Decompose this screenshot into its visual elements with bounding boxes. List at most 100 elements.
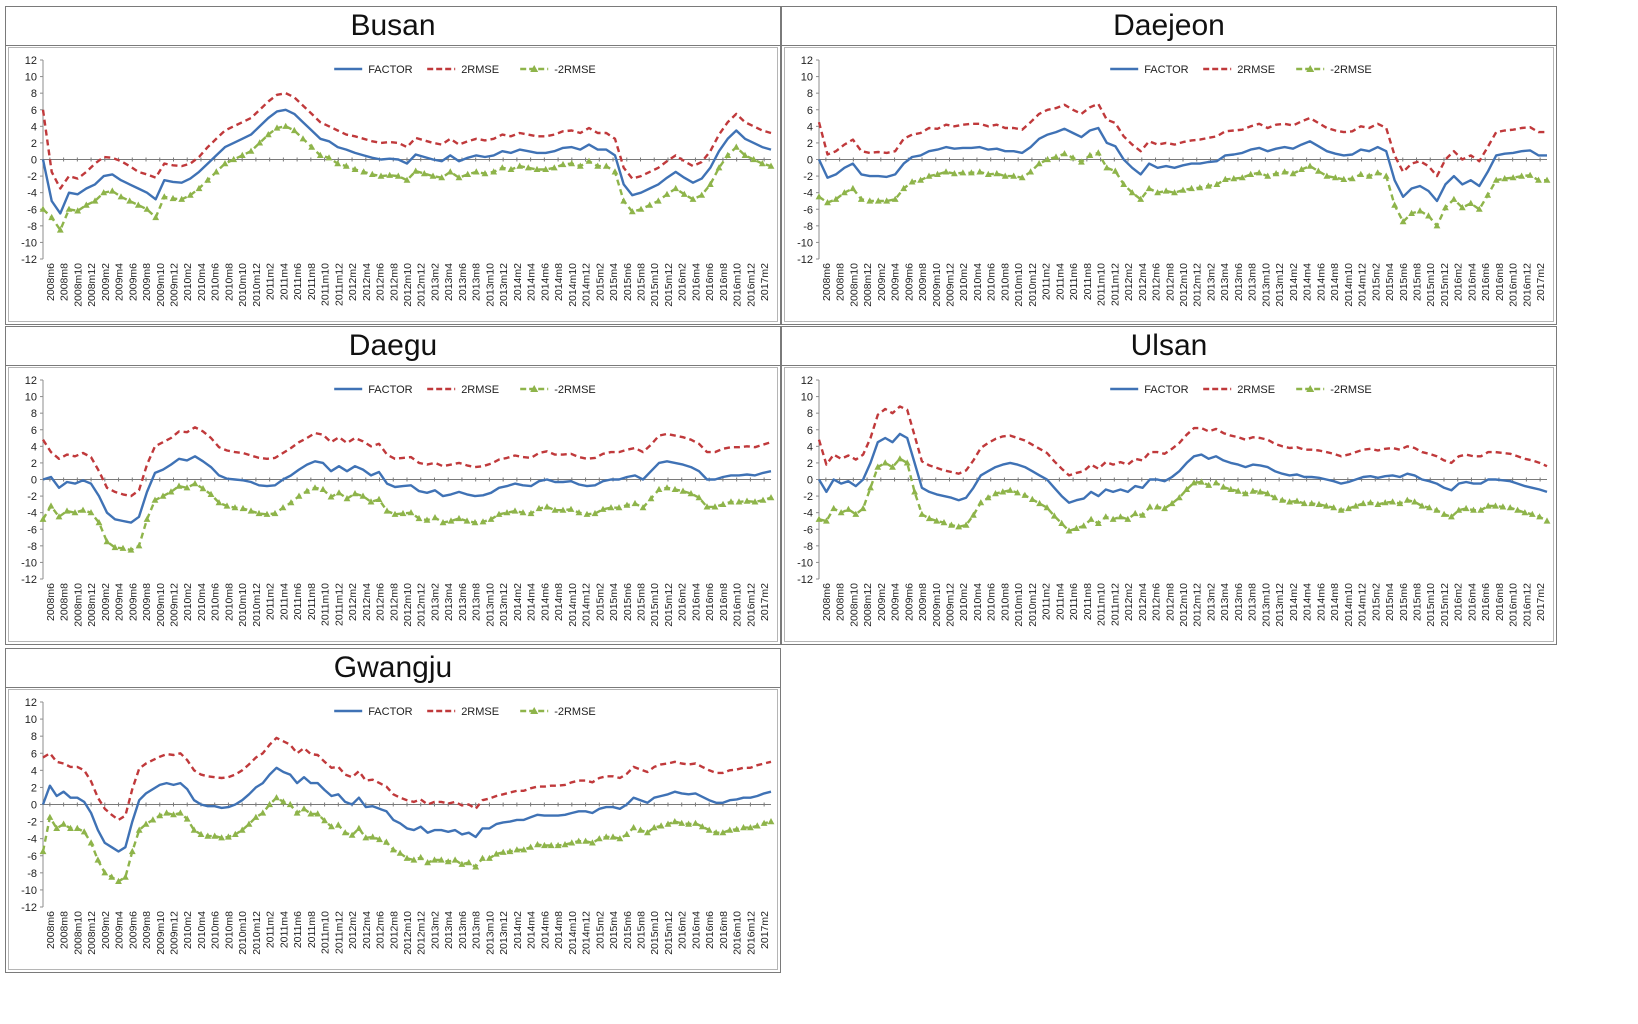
x-tick-label: 2014m12 <box>581 911 593 955</box>
marker-triangle <box>534 841 541 848</box>
x-tick-label: 2008m12 <box>86 583 98 627</box>
marker-triangle <box>1315 167 1322 174</box>
x-tick-label: 2013m12 <box>1274 263 1286 307</box>
marker-triangle <box>79 506 87 513</box>
y-tick-label: 10 <box>801 72 813 84</box>
marker-triangle <box>1205 182 1212 189</box>
x-tick-label: 2016m6 <box>704 911 716 949</box>
x-tick-label: 2009m12 <box>168 583 180 627</box>
x-tick-label: 2011m12 <box>333 911 345 954</box>
legend-label: FACTOR <box>1144 384 1188 396</box>
marker-triangle <box>1528 510 1536 517</box>
legend-label: -2RMSE <box>1330 64 1372 76</box>
x-tick-label: 2016m12 <box>1521 263 1533 307</box>
x-tick-label: 2008m10 <box>72 583 84 627</box>
y-tick-label: 12 <box>25 55 37 67</box>
marker-triangle <box>724 151 732 158</box>
marker-triangle <box>547 841 555 849</box>
x-tick-label: 2009m2 <box>876 583 888 621</box>
marker-triangle <box>993 170 1001 177</box>
marker-triangle <box>359 492 367 499</box>
marker-triangle <box>554 841 562 849</box>
marker-triangle <box>465 859 473 866</box>
marker-triangle <box>1374 169 1382 176</box>
y-tick-label: -4 <box>27 188 37 200</box>
marker-triangle <box>874 197 882 204</box>
x-tick-label: 2013m2 <box>1205 583 1217 621</box>
marker-triangle <box>503 509 511 516</box>
x-tick-label: 2013m10 <box>484 583 496 627</box>
marker-triangle <box>183 484 191 491</box>
marker-triangle <box>628 208 636 215</box>
x-tick-label: 2012m2 <box>1123 263 1135 301</box>
marker-triangle <box>207 490 215 497</box>
chart-area: 12 10 8 6 4 2 0 -2 -4 -6 -8 -10 -12 2008m6 2008m8 2008m… <box>784 47 1554 322</box>
marker-triangle <box>490 168 498 175</box>
series-line-plus <box>41 426 772 498</box>
marker-triangle <box>646 201 654 208</box>
x-tick-label: 2016m4 <box>690 583 702 621</box>
marker-triangle <box>431 514 439 521</box>
marker-triangle <box>1050 512 1058 519</box>
marker-triangle <box>1391 201 1398 208</box>
marker-triangle <box>279 504 287 511</box>
marker-triangle <box>1535 176 1542 183</box>
marker-triangle <box>1467 199 1475 206</box>
marker-triangle <box>559 506 567 513</box>
legend-label: FACTOR <box>368 706 412 718</box>
x-tick-label: 2008m12 <box>86 263 98 307</box>
marker-triangle <box>126 197 134 204</box>
marker-triangle <box>706 180 714 187</box>
marker-triangle <box>151 496 159 503</box>
marker-triangle <box>429 172 437 179</box>
x-tick-label: 2015m6 <box>622 583 634 621</box>
x-tick-label: 2009m8 <box>141 263 153 301</box>
x-tick-label: 2014m2 <box>512 911 524 949</box>
x-tick-label: 2009m8 <box>917 263 929 301</box>
marker-triangle <box>377 172 385 179</box>
marker-triangle <box>191 480 199 487</box>
marker-triangle <box>255 509 263 517</box>
marker-triangle <box>1161 504 1168 512</box>
x-tick-label: 2013m6 <box>457 911 469 949</box>
x-tick-label: 2010m8 <box>223 583 235 621</box>
marker-triangle <box>550 164 558 171</box>
x-tick-label: 2010m10 <box>237 911 249 955</box>
marker-triangle <box>1198 478 1205 485</box>
marker-triangle <box>396 849 404 856</box>
marker-triangle <box>1230 175 1238 182</box>
marker-triangle <box>73 824 81 831</box>
marker-triangle <box>711 503 719 510</box>
marker-triangle <box>238 151 246 158</box>
marker-triangle <box>984 494 992 501</box>
x-tick-label: 2014m10 <box>567 583 579 627</box>
x-tick-label: 2011m12 <box>1109 583 1121 626</box>
y-tick-label: 0 <box>807 155 813 167</box>
x-tick-label: 2013m10 <box>1260 263 1272 307</box>
legend-label: FACTOR <box>368 384 412 396</box>
marker-triangle <box>1359 499 1367 507</box>
marker-triangle <box>1399 218 1407 225</box>
marker-triangle <box>48 213 56 221</box>
marker-triangle <box>100 189 108 196</box>
marker-triangle <box>437 856 445 863</box>
marker-triangle <box>962 521 970 528</box>
x-tick-label: 2010m6 <box>210 583 222 621</box>
marker-triangle <box>156 812 164 819</box>
marker-triangle <box>516 162 524 169</box>
marker-triangle <box>1205 481 1213 488</box>
marker-triangle <box>167 488 175 495</box>
marker-triangle <box>399 509 407 517</box>
x-tick-label: 2016m12 <box>745 583 757 627</box>
x-tick-label: 2011m12 <box>333 263 345 306</box>
marker-triangle <box>87 509 95 516</box>
marker-triangle <box>940 519 948 526</box>
x-tick-label: 2013m4 <box>443 583 455 621</box>
x-tick-label: 2012m10 <box>402 263 414 307</box>
marker-triangle <box>169 194 177 202</box>
marker-triangle <box>881 459 889 466</box>
marker-triangle <box>999 488 1007 495</box>
marker-triangle <box>959 169 967 176</box>
